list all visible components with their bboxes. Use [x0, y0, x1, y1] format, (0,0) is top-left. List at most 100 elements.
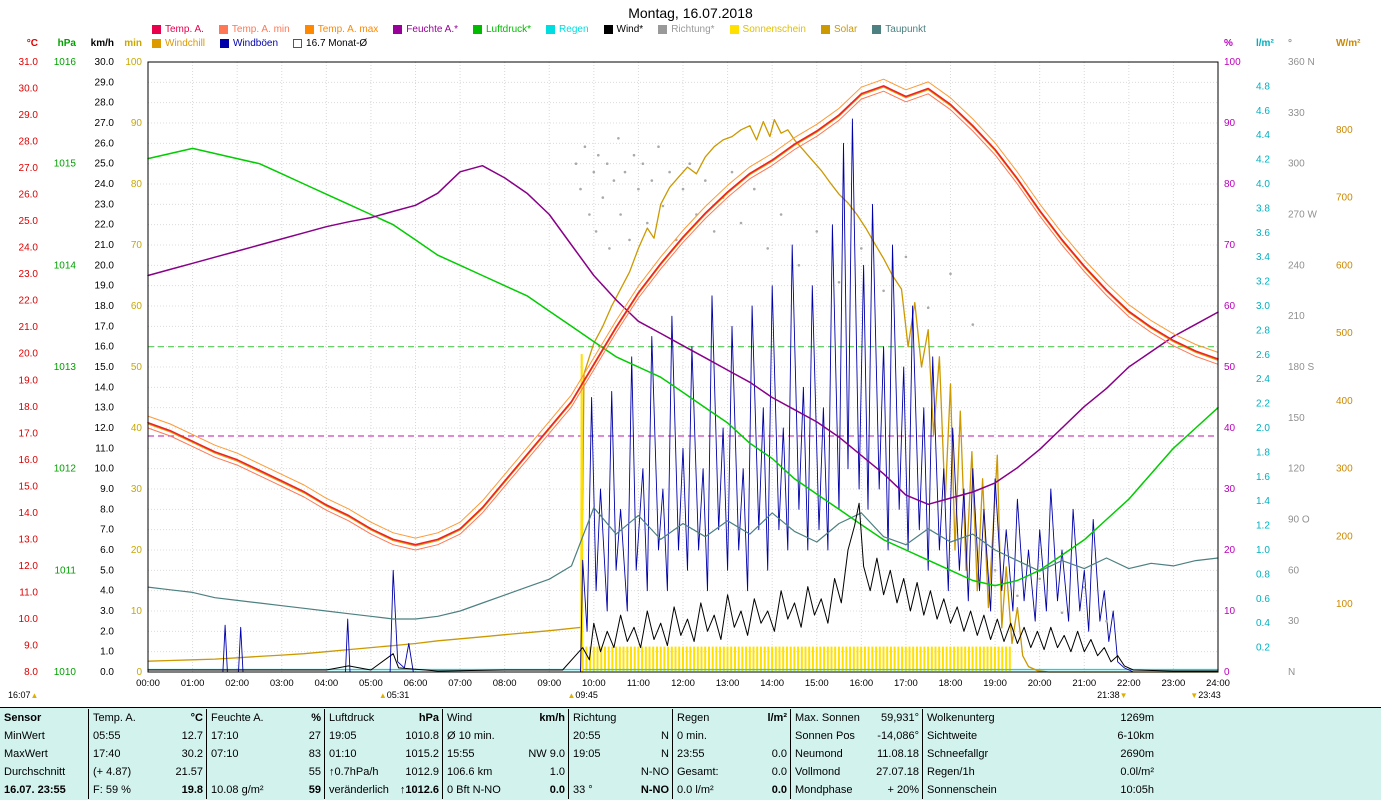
- stats-column-max-sonnen: Max. Sonnen 59,931° Sonnen Pos -14,086° Neum…: [790, 709, 923, 799]
- cell-value: l/m²: [767, 712, 787, 724]
- cell-value: 19.8: [181, 784, 203, 796]
- svg-text:15.0: 15.0: [19, 481, 39, 492]
- svg-text:90: 90: [1224, 118, 1236, 129]
- legend-label: Regen: [559, 24, 589, 35]
- svg-text:3.0: 3.0: [1256, 301, 1270, 312]
- svg-text:150: 150: [1288, 413, 1305, 424]
- svg-text:70: 70: [1224, 240, 1236, 251]
- table-row: 0 Bft N-NO 0.0: [443, 781, 569, 799]
- svg-text:2.8: 2.8: [1256, 325, 1270, 336]
- svg-text:15:00: 15:00: [805, 678, 829, 689]
- svg-text:09:00: 09:00: [537, 678, 561, 689]
- cell-value: 11.08.18: [876, 748, 919, 760]
- svg-text:90: 90: [131, 118, 143, 129]
- cell-label: Neumond: [795, 748, 843, 760]
- cell-value: km/h: [539, 712, 565, 724]
- svg-text:°C: °C: [27, 38, 38, 49]
- cell-label: 0.0 l/m²: [677, 784, 714, 796]
- cell-label: Richtung: [573, 712, 617, 724]
- weather-plot: °C 31.0 30.0 29.0 28.0 27.0 26.0 25.0 24.0 23.0 22…: [8, 38, 1361, 700]
- svg-text:800: 800: [1336, 125, 1353, 136]
- svg-text:5.0: 5.0: [100, 565, 114, 576]
- svg-text:13.0: 13.0: [95, 403, 115, 414]
- table-row: ↑0.7hPa/h 1012.9: [325, 763, 443, 781]
- svg-text:1.0: 1.0: [100, 647, 114, 658]
- table-row: MaxWert: [0, 745, 88, 763]
- table-row: 20:55 N: [569, 727, 673, 745]
- svg-text:19:00: 19:00: [983, 678, 1007, 689]
- table-row: 23:55 0.0: [673, 745, 791, 763]
- svg-text:16.0: 16.0: [19, 455, 39, 466]
- table-row: Schneefallgr 2690m: [923, 745, 1158, 763]
- stats-table: Sensor MinWert MaxWert Durchschnitt 16.07. 2…: [0, 707, 1381, 800]
- svg-text:2.2: 2.2: [1256, 399, 1270, 410]
- table-row: Feuchte A.%: [207, 709, 325, 727]
- legend-swatch: [546, 25, 556, 34]
- table-row: 17:40 30.2: [89, 745, 207, 763]
- svg-text:4.2: 4.2: [1256, 155, 1270, 166]
- legend-item: Temp. A. min: [218, 24, 290, 35]
- cell-label: Luftdruck: [329, 712, 375, 724]
- table-row: Durchschnitt: [0, 763, 88, 781]
- series-solar: [147, 118, 1219, 673]
- series-temp_min: [147, 90, 1219, 551]
- svg-text:06:00: 06:00: [404, 678, 428, 689]
- svg-text:3.4: 3.4: [1256, 252, 1270, 263]
- svg-text:12.0: 12.0: [95, 423, 115, 434]
- cell-label: 19:05: [329, 730, 357, 742]
- svg-text:10: 10: [131, 606, 143, 617]
- svg-text:1.8: 1.8: [1256, 447, 1270, 458]
- cell-label: Feuchte A.: [211, 712, 264, 724]
- svg-text:8.0: 8.0: [24, 667, 38, 678]
- svg-text:4.4: 4.4: [1256, 130, 1270, 141]
- svg-text:27.0: 27.0: [95, 118, 115, 129]
- svg-text:9.0: 9.0: [24, 641, 38, 652]
- cell-label: Sonnen Pos: [795, 730, 855, 742]
- cell-label: 33 °: [573, 784, 593, 796]
- svg-text:12:00: 12:00: [671, 678, 695, 689]
- row-label-column: Sensor MinWert MaxWert Durchschnitt 16.07. 2…: [0, 709, 88, 799]
- svg-text:14.0: 14.0: [95, 382, 115, 393]
- svg-text:N: N: [1288, 667, 1295, 678]
- svg-text:24.0: 24.0: [95, 179, 115, 190]
- svg-text:40: 40: [1224, 423, 1236, 434]
- svg-text:13.0: 13.0: [19, 534, 39, 545]
- stats-column-feuchte-a-: Feuchte A.% 17:10 27 07:10 83 55 10.08 g/m² 59: [206, 709, 325, 799]
- svg-text:14.0: 14.0: [19, 508, 39, 519]
- svg-text:16.0: 16.0: [95, 342, 115, 353]
- svg-text:10.0: 10.0: [19, 614, 39, 625]
- legend-swatch: [220, 39, 230, 48]
- table-row: Temp. A. °C: [89, 709, 207, 727]
- svg-text:28.0: 28.0: [19, 137, 39, 148]
- svg-text:120: 120: [1288, 464, 1305, 475]
- cell-value: 0.0: [771, 766, 787, 778]
- svg-text:22.0: 22.0: [95, 220, 115, 231]
- svg-text:24:00: 24:00: [1206, 678, 1230, 689]
- svg-text:60: 60: [131, 301, 143, 312]
- svg-text:▲05:31: ▲05:31: [379, 690, 409, 700]
- table-row: Regen/1h 0.0l/m²: [923, 763, 1158, 781]
- svg-text:360 N: 360 N: [1288, 57, 1315, 68]
- svg-text:29.0: 29.0: [95, 77, 115, 88]
- legend-row-1: Temp. A. Temp. A. min Temp. A. max Feuchte …: [152, 24, 926, 35]
- stats-column-wind: Wind km/h Ø 10 min. 15:55 NW 9.0 106.6 km 1.0 0…: [442, 709, 569, 799]
- svg-text:20: 20: [131, 545, 143, 556]
- legend-item: Richtung*: [658, 24, 715, 35]
- svg-text:18.0: 18.0: [95, 301, 115, 312]
- legend-item: Sonnenschein: [729, 24, 806, 35]
- legend-swatch: [872, 25, 882, 34]
- svg-text:16:07▲: 16:07▲: [8, 690, 38, 700]
- legend-swatch: [304, 25, 314, 34]
- cell-label: 0 min.: [677, 730, 707, 742]
- cell-label: 0 Bft N-NO: [447, 784, 501, 796]
- table-row: Ø 10 min.: [443, 727, 569, 745]
- cell-value: %: [311, 712, 321, 724]
- svg-text:180 S: 180 S: [1288, 362, 1314, 373]
- legend-item: Windböen: [220, 38, 278, 49]
- cell-label: Mondphase: [795, 784, 853, 796]
- cell-value: 1010.8: [405, 730, 439, 742]
- table-row: F: 59 % 19.8: [89, 781, 207, 799]
- table-row: Sensor: [0, 709, 88, 727]
